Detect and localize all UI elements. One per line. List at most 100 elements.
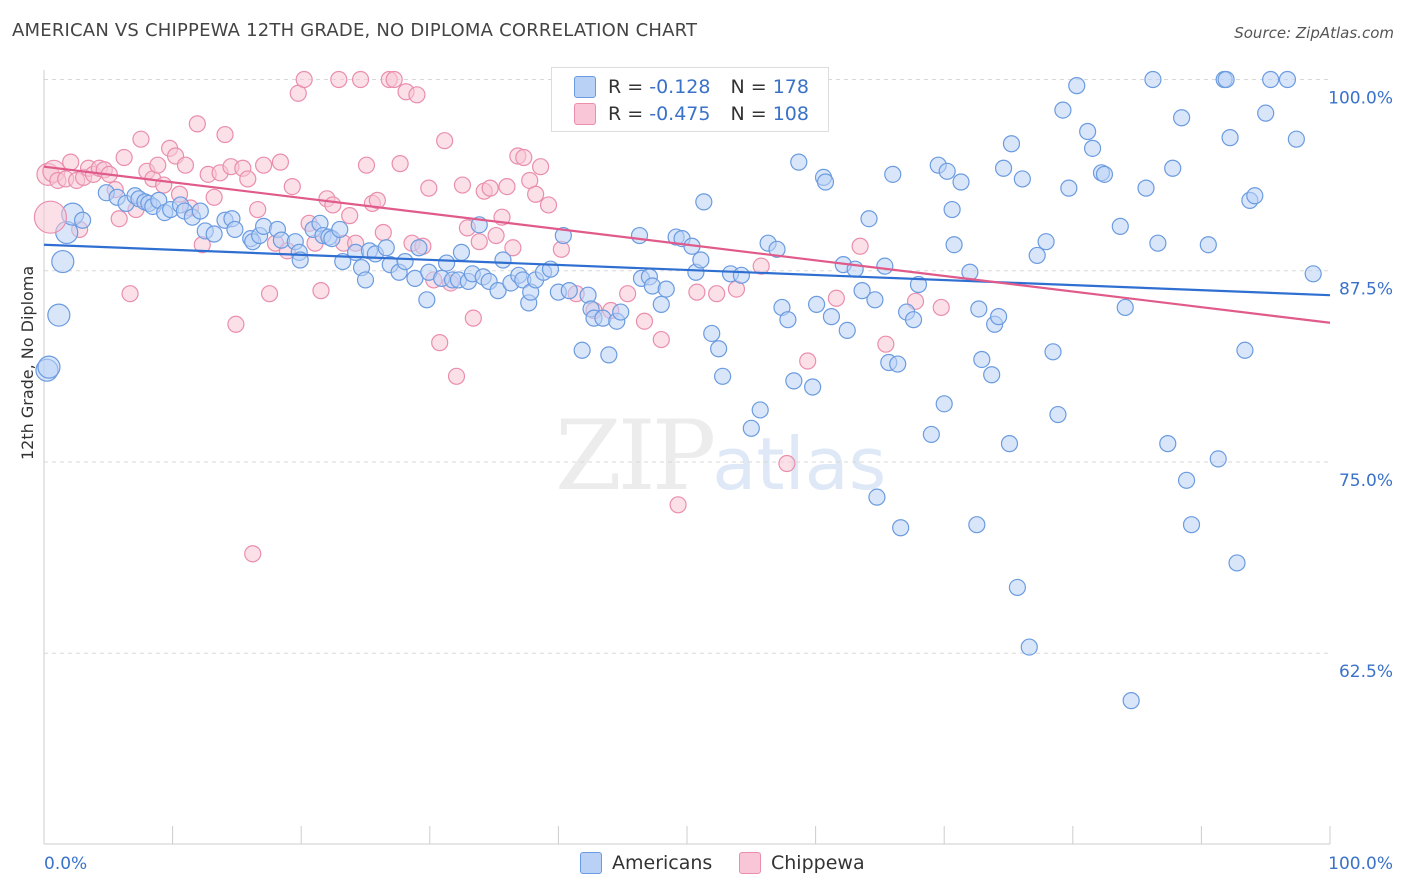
americans-point bbox=[1116, 298, 1134, 317]
chippewa-point bbox=[752, 257, 770, 275]
chippewa-point bbox=[635, 312, 654, 330]
chippewa-point bbox=[115, 148, 133, 167]
chippewa-point bbox=[283, 177, 301, 196]
americans-point bbox=[853, 282, 871, 300]
chippewa-point bbox=[341, 207, 359, 225]
americans-point bbox=[1217, 70, 1235, 89]
chippewa-point bbox=[249, 200, 267, 219]
legend-item-chippewa: Chippewa bbox=[739, 852, 865, 874]
americans-point bbox=[377, 239, 395, 257]
chippewa-point bbox=[877, 335, 895, 353]
americans-point bbox=[418, 291, 436, 309]
chippewa-legend-swatch bbox=[739, 852, 761, 874]
chippewa-point bbox=[436, 132, 454, 150]
chippewa-point bbox=[312, 282, 330, 300]
chippewa-legend-label: Chippewa bbox=[771, 852, 865, 874]
americans-point bbox=[938, 162, 956, 180]
americans-point bbox=[410, 239, 428, 257]
chippewa-point bbox=[932, 298, 950, 317]
chippewa-point bbox=[498, 177, 516, 196]
chippewa-point bbox=[260, 285, 279, 303]
americans-point bbox=[226, 220, 244, 239]
americans-point bbox=[1002, 135, 1021, 153]
chippewa-point bbox=[851, 237, 869, 255]
americans-point bbox=[1304, 265, 1322, 283]
chippewa-point bbox=[827, 289, 845, 307]
americans-point bbox=[1149, 234, 1167, 252]
chippewa-point bbox=[149, 156, 167, 174]
chippewa-point bbox=[227, 315, 245, 333]
americans-n-label: N = bbox=[730, 76, 767, 98]
americans-n-value: 178 bbox=[772, 76, 809, 98]
americans-point bbox=[1060, 179, 1078, 197]
americans-point bbox=[1020, 638, 1038, 656]
americans-point bbox=[952, 173, 970, 191]
americans-point bbox=[47, 303, 71, 327]
americans-point bbox=[945, 236, 963, 254]
americans-point bbox=[692, 251, 710, 269]
americans-point bbox=[1068, 77, 1086, 95]
americans-point bbox=[943, 200, 961, 219]
americans-point bbox=[866, 291, 884, 309]
americans-point bbox=[657, 280, 675, 298]
americans-point bbox=[1177, 471, 1196, 489]
americans-point bbox=[732, 266, 751, 284]
americans-point bbox=[751, 401, 769, 419]
americans-point bbox=[1278, 70, 1297, 89]
chippewa-point bbox=[205, 188, 223, 206]
chippewa-point bbox=[619, 285, 637, 303]
americans-point bbox=[1257, 104, 1275, 122]
americans-point bbox=[994, 159, 1013, 177]
americans-point bbox=[1287, 130, 1305, 148]
americans-point bbox=[73, 211, 92, 229]
americans-point bbox=[1028, 246, 1046, 265]
americans-point bbox=[884, 165, 902, 183]
americans-point bbox=[452, 243, 471, 261]
chippewa-point bbox=[420, 179, 438, 197]
americans-point bbox=[594, 309, 612, 327]
chippewa-point bbox=[271, 153, 290, 171]
americans-legend-label: Americans bbox=[612, 852, 713, 874]
chippewa-point bbox=[487, 226, 505, 245]
chippewa-point bbox=[669, 496, 687, 514]
americans-point bbox=[892, 519, 910, 537]
chippewa-point bbox=[708, 285, 726, 303]
americans-point bbox=[703, 324, 721, 343]
chippewa-point bbox=[324, 196, 342, 214]
americans-point bbox=[868, 488, 886, 506]
americans-point bbox=[630, 226, 649, 245]
americans-point bbox=[714, 367, 732, 385]
chippewa-point bbox=[470, 233, 488, 251]
y-tick-label: 87.5% bbox=[1339, 280, 1393, 300]
americans-point bbox=[922, 425, 940, 444]
americans-point bbox=[1054, 101, 1072, 119]
americans-point bbox=[695, 193, 713, 211]
americans-point bbox=[255, 217, 273, 235]
americans-point bbox=[1221, 129, 1239, 147]
americans-point bbox=[876, 257, 894, 275]
chippewa-point bbox=[216, 125, 234, 144]
americans-point bbox=[438, 254, 456, 272]
americans-point bbox=[710, 340, 728, 358]
americans-legend-swatch bbox=[580, 852, 602, 874]
americans-point bbox=[1000, 435, 1019, 453]
chippewa-point bbox=[504, 239, 522, 257]
chippewa-point bbox=[188, 115, 206, 133]
chippewa-point bbox=[330, 70, 348, 89]
chippewa-trend-line bbox=[43, 165, 1331, 324]
zipatlas-watermark: ZIPatlas bbox=[555, 400, 886, 512]
chippewa-point bbox=[385, 70, 403, 89]
americans-point bbox=[573, 341, 591, 359]
chippewa-point bbox=[531, 158, 550, 176]
chippewa-swatch bbox=[574, 103, 596, 125]
americans-point bbox=[1236, 341, 1254, 359]
americans-point bbox=[1083, 139, 1102, 157]
chippewa-point bbox=[368, 191, 386, 209]
americans-point bbox=[1049, 405, 1067, 424]
chippewa-point bbox=[357, 156, 376, 174]
stats-legend: R = -0.128 N = 178 R = -0.475 N = 108 bbox=[551, 67, 829, 132]
americans-point bbox=[838, 321, 856, 339]
americans-point bbox=[1182, 516, 1201, 534]
americans-point bbox=[909, 275, 928, 294]
chippewa-r-label: R = bbox=[608, 103, 644, 125]
